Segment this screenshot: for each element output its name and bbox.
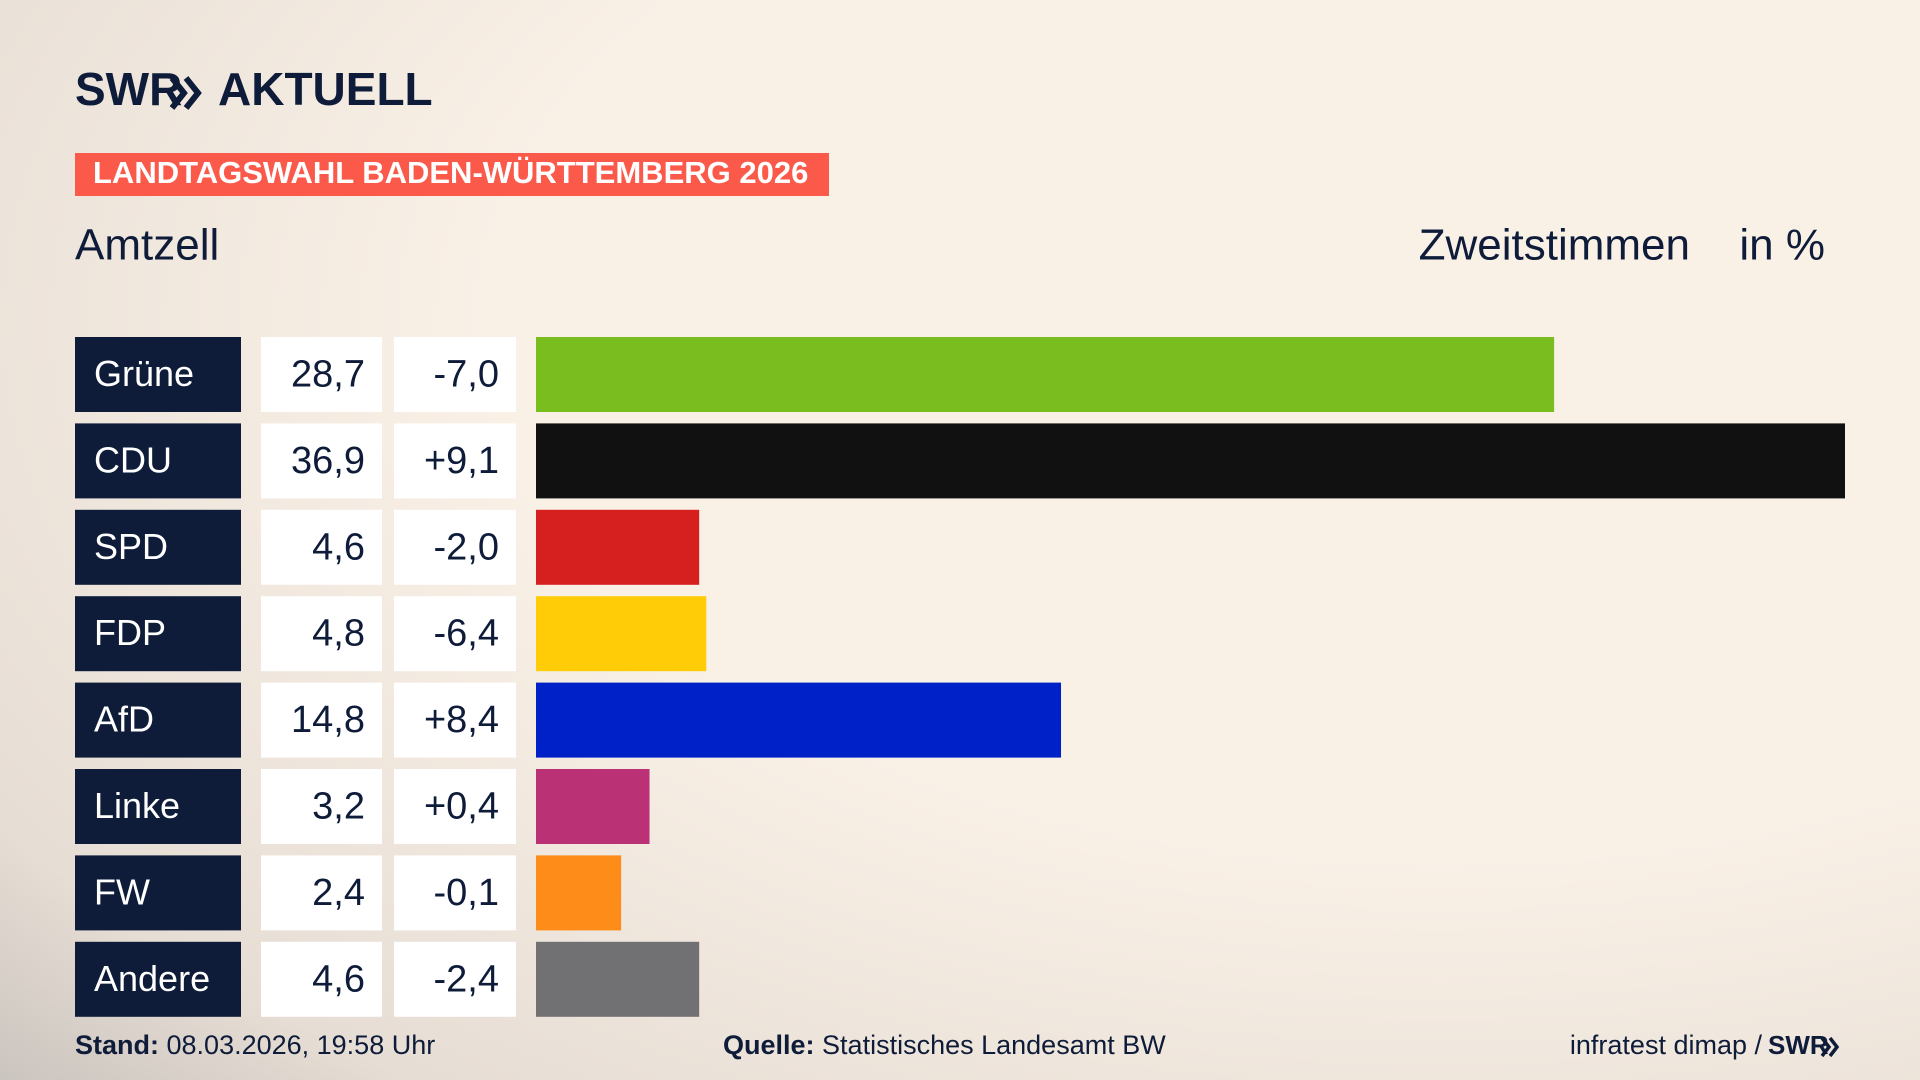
bar	[536, 509, 700, 585]
change-box	[394, 769, 516, 844]
logo-suffix: AKTUELL	[218, 63, 433, 115]
party-label: Grüne	[94, 353, 194, 394]
value-box	[261, 596, 382, 672]
value-label: 3,2	[312, 786, 365, 828]
party-box	[75, 769, 241, 844]
logo-chevrons	[169, 76, 202, 110]
bar	[536, 855, 622, 931]
change-label: -2,0	[434, 526, 499, 568]
value-box	[261, 941, 382, 1017]
bar	[536, 941, 700, 1017]
value-box	[261, 423, 382, 499]
source: Statistisches Landesamt BW	[822, 1030, 1166, 1060]
stand: 08.03.2026, 19:58 Uhr	[167, 1030, 436, 1060]
unit: in %	[1739, 221, 1825, 270]
banner-bg	[75, 153, 829, 196]
change-label: +0,4	[424, 786, 499, 828]
source-label: Quelle:	[723, 1030, 815, 1060]
change-box	[394, 423, 516, 499]
party-box	[75, 337, 241, 412]
bar	[536, 769, 650, 844]
party-label: Andere	[94, 958, 210, 999]
change-box	[394, 941, 516, 1017]
value-box	[261, 682, 382, 758]
chart-title: Amtzell	[75, 221, 219, 270]
footer-text: Stand: 08.03.2026, 19:58 Uhr	[75, 1030, 435, 1060]
value-label: 28,7	[291, 354, 365, 396]
value-box	[261, 855, 382, 931]
party-label: SPD	[94, 526, 168, 567]
footer-text: Quelle: Statistisches Landesamt BW	[723, 1030, 1166, 1060]
party-box	[75, 423, 241, 499]
banner: LANDTAGSWAHL BADEN-WÜRTTEMBERG 2026	[93, 155, 808, 190]
party-label: Linke	[94, 785, 180, 826]
value-label: 4,6	[312, 526, 365, 568]
credit-chevrons	[1820, 1036, 1840, 1058]
change-box	[394, 682, 516, 758]
credit-logo: SWR	[1768, 1030, 1829, 1060]
party-box	[75, 509, 241, 585]
change-box	[394, 855, 516, 931]
change-box	[394, 596, 516, 672]
change-label: +9,1	[424, 440, 499, 482]
change-label: -2,4	[434, 958, 499, 1000]
party-label: AfD	[94, 699, 154, 740]
stand-label: Stand:	[75, 1030, 159, 1060]
bar	[536, 337, 1555, 412]
value-box	[261, 337, 382, 412]
change-box	[394, 337, 516, 412]
party-box	[75, 941, 241, 1017]
party-label: FW	[94, 871, 150, 912]
value-box	[261, 769, 382, 844]
party-box	[75, 682, 241, 758]
bar	[536, 596, 707, 672]
party-box	[75, 596, 241, 672]
change-label: -7,0	[434, 354, 499, 396]
value-box	[261, 509, 382, 585]
change-label: +8,4	[424, 699, 499, 741]
party-label: CDU	[94, 439, 172, 480]
value-label: 2,4	[312, 872, 365, 914]
value-label: 14,8	[291, 699, 365, 741]
bar	[536, 682, 1062, 758]
value-label: 4,8	[312, 613, 365, 655]
bar	[536, 423, 1845, 499]
change-label: -0,1	[434, 872, 499, 914]
change-box	[394, 509, 516, 585]
value-label: 4,6	[312, 958, 365, 1000]
value-label: 36,9	[291, 440, 365, 482]
party-label: FDP	[94, 612, 166, 653]
chart-subtitle: Zweitstimmen	[1419, 221, 1690, 270]
change-label: -6,4	[434, 613, 499, 655]
credit: infratest dimap /	[1570, 1030, 1763, 1060]
logo: SWR	[75, 63, 182, 115]
party-box	[75, 855, 241, 931]
